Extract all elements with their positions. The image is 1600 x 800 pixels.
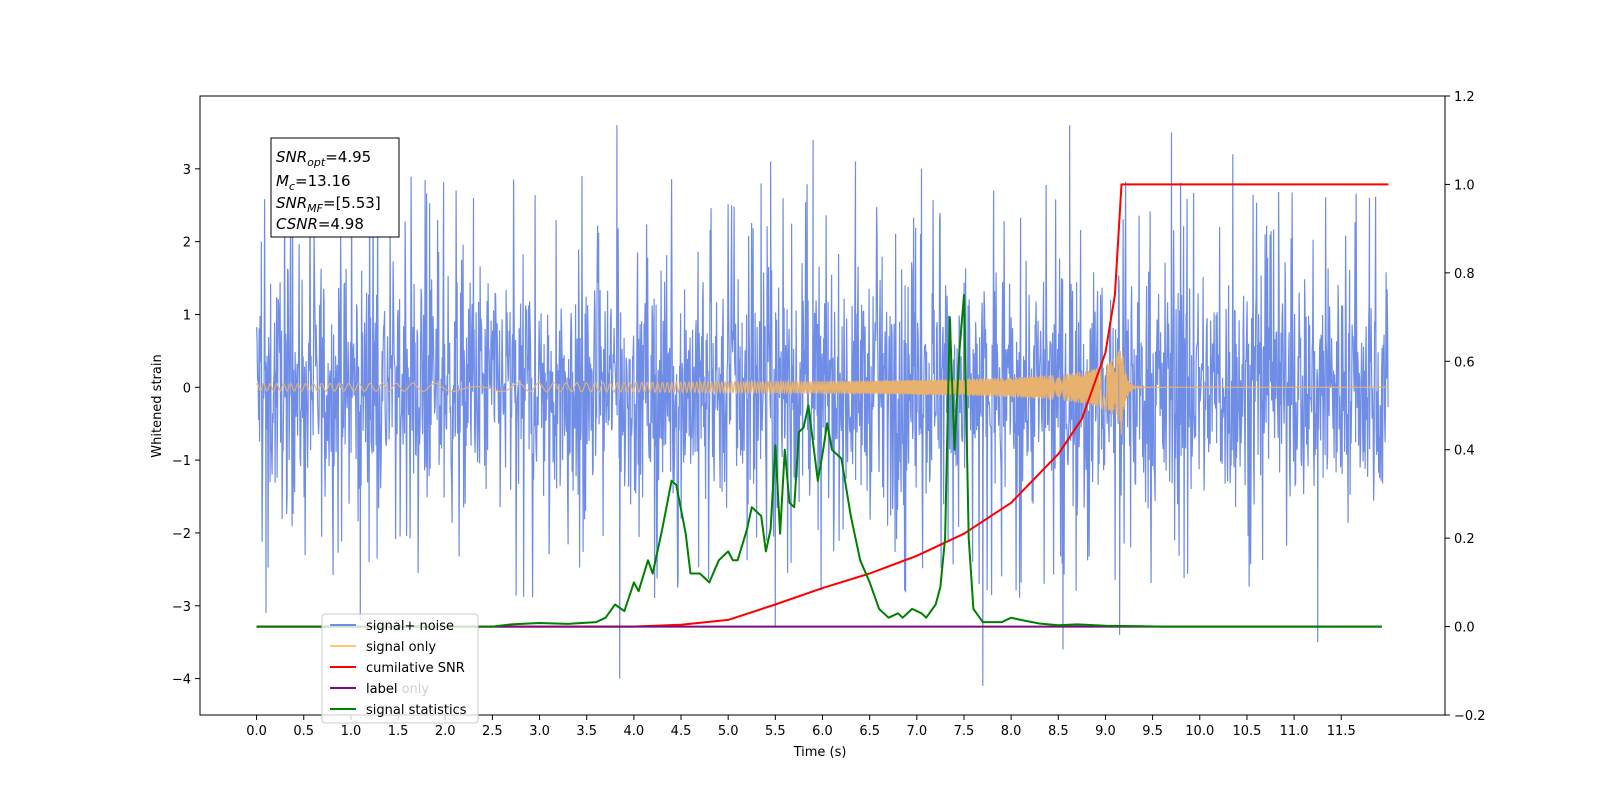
y2-tick-label: −0.2 [1454, 709, 1486, 724]
y-tick-label: 1 [183, 308, 191, 323]
y-tick-label: −4 [172, 673, 191, 688]
y2-tick-label: 1.2 [1454, 90, 1475, 105]
x-tick-label: 4.5 [671, 724, 692, 739]
y2-tick-label: 0.0 [1454, 621, 1475, 636]
x-tick-label: 5.5 [765, 724, 786, 739]
x-axis-label: Time (s) [793, 745, 847, 760]
y-tick-label: −1 [172, 454, 191, 469]
y-axis-label: Whitened strain [150, 354, 165, 457]
x-tick-label: 7.0 [906, 724, 927, 739]
y2-tick-label: 0.2 [1454, 532, 1475, 547]
legend-label-label: label [366, 682, 397, 697]
x-tick-label: 8.5 [1048, 724, 1069, 739]
y-axis-left: −4 −3 −2 −1 0 1 2 3 [172, 163, 200, 688]
x-tick-label: 3.5 [576, 724, 597, 739]
legend-label-signal-noise: signal+ noise [366, 619, 454, 634]
annotation-line-snr-opt: SNRopt=4.95 [276, 148, 371, 169]
x-tick-label: 11.0 [1280, 724, 1309, 739]
x-tick-label: 6.5 [859, 724, 880, 739]
legend: label only signal+ noise signal only cum… [321, 613, 479, 724]
x-tick-label: 6.0 [812, 724, 833, 739]
x-tick-label: 5.0 [718, 724, 739, 739]
x-tick-label: 11.5 [1327, 724, 1356, 739]
x-tick-label: 8.0 [1001, 724, 1022, 739]
annotation-line-mc: Mc=13.16 [276, 172, 351, 193]
x-tick-label: 4.0 [624, 724, 645, 739]
legend-frame [321, 613, 479, 724]
x-tick-label: 9.0 [1095, 724, 1116, 739]
x-tick-label: 10.0 [1185, 724, 1214, 739]
y2-tick-label: 0.4 [1454, 444, 1475, 459]
x-tick-label: 7.5 [954, 724, 975, 739]
y2-tick-label: 0.8 [1454, 267, 1475, 282]
annotation-line-snr-mf: SNRMF=[5.53] [276, 194, 381, 215]
y-axis-right: −0.2 0.0 0.2 0.4 0.6 0.8 1.0 1.2 [1445, 90, 1486, 724]
legend-label-cumilative-snr: cumilative SNR [366, 661, 465, 676]
x-tick-label: 2.5 [482, 724, 503, 739]
x-tick-label: 3.0 [529, 724, 550, 739]
legend-hidden-text: label only [366, 682, 429, 697]
annotation-line-csnr: CSNR=4.98 [276, 215, 364, 233]
series-signal-statistics [256, 294, 1382, 628]
x-tick-label: 9.5 [1142, 724, 1163, 739]
series-signal-only [256, 349, 1389, 435]
x-tick-label: 1.5 [388, 724, 409, 739]
y2-tick-label: 0.6 [1454, 355, 1475, 370]
x-tick-label: 10.5 [1232, 724, 1261, 739]
legend-label-signal-only: signal only [366, 640, 436, 655]
y-tick-label: −3 [172, 600, 191, 615]
x-tick-label: 0.5 [293, 724, 314, 739]
x-axis: 0.0 0.5 1.0 1.5 2.0 2.5 3.0 3.5 4.0 4.5 5.0 5.5 6.0 6… [246, 715, 1356, 739]
y-tick-label: 0 [183, 381, 191, 396]
x-tick-label: 0.0 [246, 724, 267, 739]
y-tick-label: 2 [183, 236, 191, 251]
y-tick-label: −2 [172, 527, 191, 542]
series-signal-noise [256, 125, 1389, 686]
annotation-box: SNRopt=4.95 Mc=13.16 SNRMF=[5.53] CSNR=4… [270, 137, 400, 238]
y-tick-label: 3 [183, 163, 191, 178]
legend-label-signal-statistics: signal statistics [366, 703, 467, 718]
x-tick-label: 1.0 [341, 724, 362, 739]
x-tick-label: 2.0 [435, 724, 456, 739]
y2-tick-label: 1.0 [1454, 178, 1475, 193]
